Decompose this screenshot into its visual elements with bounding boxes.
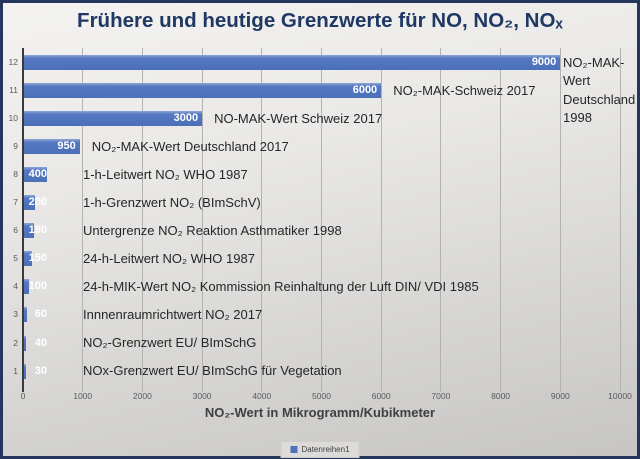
bar-value-label: 950: [57, 140, 76, 153]
bar-value-label: 60: [34, 308, 47, 321]
y-index-label: 9: [13, 141, 18, 152]
bar-value-label: 200: [28, 196, 47, 209]
x-tick-label: 6000: [371, 391, 391, 401]
y-index-label: 2: [13, 337, 18, 348]
bar-value-label: 150: [28, 252, 47, 265]
y-index-label: 5: [13, 253, 18, 264]
gridline: [619, 48, 621, 392]
bar: [24, 139, 80, 155]
x-tick-label: 5000: [312, 391, 331, 401]
gridline: [559, 48, 561, 392]
bar-value-label: 400: [28, 168, 47, 181]
bar-category-label: Untergrenze NO₂ Reaktion Asthmatiker 199…: [83, 222, 342, 238]
bar-category-label: NO₂-MAK-Wert Deutschland 1998: [563, 54, 636, 126]
y-index-label: 6: [13, 225, 18, 236]
bar: [24, 55, 561, 70]
bar-value-label: 100: [28, 280, 47, 293]
y-axis-line: [22, 48, 24, 392]
gridline: [380, 48, 382, 392]
bar-category-label: 1-h-Grenzwert NO₂ (BImSchV): [83, 194, 261, 210]
y-index-label: 4: [13, 281, 18, 292]
bar: [24, 307, 27, 323]
gridline: [141, 48, 143, 392]
y-index-label: 11: [9, 85, 18, 96]
x-tick-label: 1000: [73, 391, 93, 401]
gridline: [82, 48, 84, 392]
bar-value-label: 3000: [173, 112, 199, 125]
x-tick-label: 4000: [252, 391, 272, 401]
bar-value-label: 40: [34, 336, 47, 349]
bar-category-label: NO₂-Grenzwert EU/ BImSchG: [83, 335, 257, 350]
x-tick-label: 0: [20, 391, 26, 401]
bar-category-label: NO-MAK-Wert Schweiz 2017: [214, 110, 383, 126]
x-tick-label: 10000: [608, 391, 632, 401]
bar-value-label: 30: [34, 364, 47, 377]
y-index-label: 8: [13, 169, 18, 180]
bar-category-label: Innnenraumrichtwert NO₂ 2017: [83, 306, 263, 322]
bar: [24, 251, 32, 267]
bar-category-label: 24-h-MIK-Wert NO₂ Kommission Reinhaltung…: [83, 278, 479, 294]
bar: [24, 83, 382, 99]
y-index-label: 12: [8, 57, 18, 67]
bar: [24, 223, 35, 239]
x-tick-label: 2000: [132, 391, 152, 401]
bar: [24, 363, 26, 379]
bar-value-label: 6000: [352, 84, 378, 97]
gridline: [440, 48, 442, 392]
bar: [24, 195, 35, 211]
bar: [24, 111, 203, 127]
bar-category-label: 1-h-Leitwert NO₂ WHO 1987: [83, 166, 248, 182]
bar-category-label: NOx-Grenzwert EU/ BImSchG für Vegetation: [83, 363, 342, 379]
legend-label: Datenreihen1: [301, 445, 350, 454]
bar: [24, 279, 29, 295]
x-tick-label: 3000: [192, 391, 212, 401]
x-tick-label: 9000: [550, 391, 570, 401]
legend: Datenreihen1: [280, 441, 360, 458]
y-index-label: 10: [8, 113, 18, 124]
gridline: [500, 48, 502, 392]
y-index-label: 3: [13, 309, 18, 320]
gridline: [201, 48, 203, 392]
bar: [24, 167, 47, 183]
x-tick-label: 7000: [431, 391, 451, 401]
x-tick-label: 8000: [491, 391, 511, 401]
chart-title: Frühere und heutige Grenzwerte für NO, N…: [77, 9, 563, 32]
bar-value-label: 190: [28, 224, 47, 237]
bar-category-label: NO₂-MAK-Wert Deutschland 2017: [91, 138, 289, 154]
bar: [24, 335, 26, 351]
gridline: [321, 48, 322, 392]
x-axis-title: NO₂-Wert in Mikrogramm/Kubikmeter: [204, 405, 436, 420]
legend-swatch-icon: [290, 446, 298, 453]
bar-value-label: 9000: [531, 56, 557, 68]
gridline: [261, 48, 263, 392]
bar-category-label: 24-h-Leitwert NO₂ WHO 1987: [83, 250, 255, 266]
y-index-label: 7: [13, 197, 18, 208]
bar-category-label: NO₂-MAK-Schweiz 2017: [393, 82, 536, 98]
y-index-label: 1: [13, 365, 18, 376]
